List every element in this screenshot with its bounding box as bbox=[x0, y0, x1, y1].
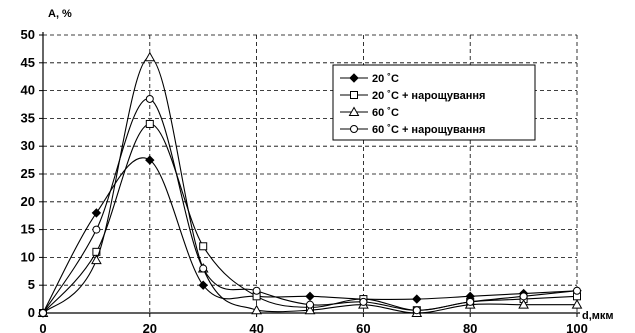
y-tick-label: 50 bbox=[21, 27, 35, 42]
data-point bbox=[571, 299, 583, 309]
y-axis-label: A, % bbox=[48, 8, 72, 20]
data-point bbox=[91, 208, 102, 218]
legend-entry: 60 ˚С bbox=[340, 106, 399, 119]
legend-marker bbox=[348, 106, 360, 116]
data-point bbox=[198, 280, 208, 290]
y-tick-label: 30 bbox=[21, 138, 35, 153]
series-group bbox=[37, 51, 583, 318]
data-point bbox=[92, 225, 101, 234]
legend-label: 60 ˚С + нарощування bbox=[372, 124, 485, 136]
data-point bbox=[305, 291, 315, 302]
data-point bbox=[145, 94, 154, 103]
x-tick-label: 80 bbox=[463, 321, 477, 333]
x-tick-label: 60 bbox=[356, 321, 370, 333]
y-tick-label: 15 bbox=[21, 222, 35, 237]
data-point bbox=[306, 300, 314, 309]
legend-label: 60 ˚С bbox=[372, 107, 399, 119]
legend-label: 20 ˚С + нарощування bbox=[372, 90, 485, 102]
legend-marker bbox=[350, 125, 358, 133]
data-point bbox=[466, 297, 475, 306]
x-tick-label: 100 bbox=[566, 321, 588, 333]
legend-entry: 60 ˚С + нарощування bbox=[340, 124, 485, 136]
data-point bbox=[144, 51, 156, 62]
data-point bbox=[350, 125, 358, 133]
series-open-square bbox=[39, 119, 581, 317]
data-point bbox=[252, 286, 261, 295]
legend-marker bbox=[350, 91, 358, 99]
data-point bbox=[145, 119, 154, 128]
legend-entry: 20 ˚С bbox=[340, 73, 399, 85]
y-tick-label: 25 bbox=[21, 166, 35, 181]
x-tick-label: 20 bbox=[143, 321, 157, 333]
x-axis-label: d,мкм bbox=[582, 310, 614, 322]
series-line bbox=[42, 157, 578, 314]
legend-entry: 20 ˚С + нарощування bbox=[340, 90, 485, 102]
y-tick-label: 10 bbox=[21, 249, 35, 264]
legend-marker bbox=[349, 73, 359, 83]
y-tick-label: 0 bbox=[28, 305, 35, 320]
data-point bbox=[412, 306, 421, 315]
data-point bbox=[349, 73, 359, 83]
data-point bbox=[519, 292, 528, 301]
tick-labels: 0 5 10 15 20 25 30 35 40 45 50 0 20 40 60 80 100 bbox=[21, 27, 588, 333]
data-point bbox=[304, 304, 316, 315]
x-tick-label: 0 bbox=[39, 321, 46, 333]
data-point bbox=[348, 106, 360, 116]
data-point bbox=[199, 264, 208, 273]
data-point bbox=[350, 91, 358, 99]
legend: 20 ˚С 20 ˚С + нарощування 60 ˚С 60 ˚С + … bbox=[332, 64, 536, 141]
legend-label: 20 ˚С bbox=[372, 73, 399, 85]
y-tick-label: 40 bbox=[21, 83, 35, 98]
data-point bbox=[412, 294, 422, 304]
data-point bbox=[199, 242, 208, 251]
data-point bbox=[39, 309, 47, 317]
data-point bbox=[518, 299, 529, 309]
data-point bbox=[145, 155, 155, 165]
data-point bbox=[91, 254, 102, 265]
series-open-circle bbox=[39, 94, 581, 317]
data-point bbox=[359, 297, 368, 306]
data-point bbox=[573, 286, 581, 295]
data-point bbox=[251, 304, 262, 315]
series-filled-diamond bbox=[38, 155, 582, 318]
y-tick-label: 5 bbox=[28, 277, 35, 292]
x-tick-label: 40 bbox=[249, 321, 263, 333]
y-tick-label: 35 bbox=[21, 110, 35, 125]
y-tick-label: 20 bbox=[21, 194, 35, 209]
y-tick-label: 45 bbox=[21, 55, 35, 70]
series-line bbox=[42, 123, 578, 314]
